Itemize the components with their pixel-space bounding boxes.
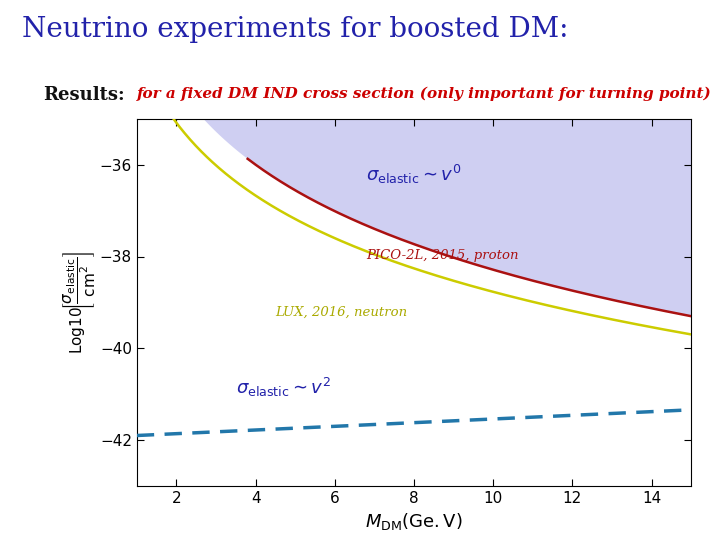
X-axis label: $M_{\rm DM}(\rm Ge.V)$: $M_{\rm DM}(\rm Ge.V)$ bbox=[365, 511, 463, 532]
Text: Neutrino experiments for boosted DM:: Neutrino experiments for boosted DM: bbox=[22, 16, 568, 43]
Text: $\sigma_{\rm elastic} \sim v^2$: $\sigma_{\rm elastic} \sim v^2$ bbox=[236, 376, 331, 399]
Text: Results:: Results: bbox=[43, 86, 125, 104]
Text: for a fixed DM IND cross section (only important for turning point): for a fixed DM IND cross section (only i… bbox=[137, 86, 711, 101]
Text: PICO-2L, 2015, proton: PICO-2L, 2015, proton bbox=[366, 249, 519, 262]
Text: LUX, 2016, neutron: LUX, 2016, neutron bbox=[275, 306, 408, 319]
Y-axis label: ${\rm Log10}\!\left[\dfrac{\sigma_{\rm elastic}}{{\rm cm}^2}\right]$: ${\rm Log10}\!\left[\dfrac{\sigma_{\rm e… bbox=[61, 251, 97, 354]
Text: $\sigma_{\rm elastic} \sim v^0$: $\sigma_{\rm elastic} \sim v^0$ bbox=[366, 163, 462, 186]
